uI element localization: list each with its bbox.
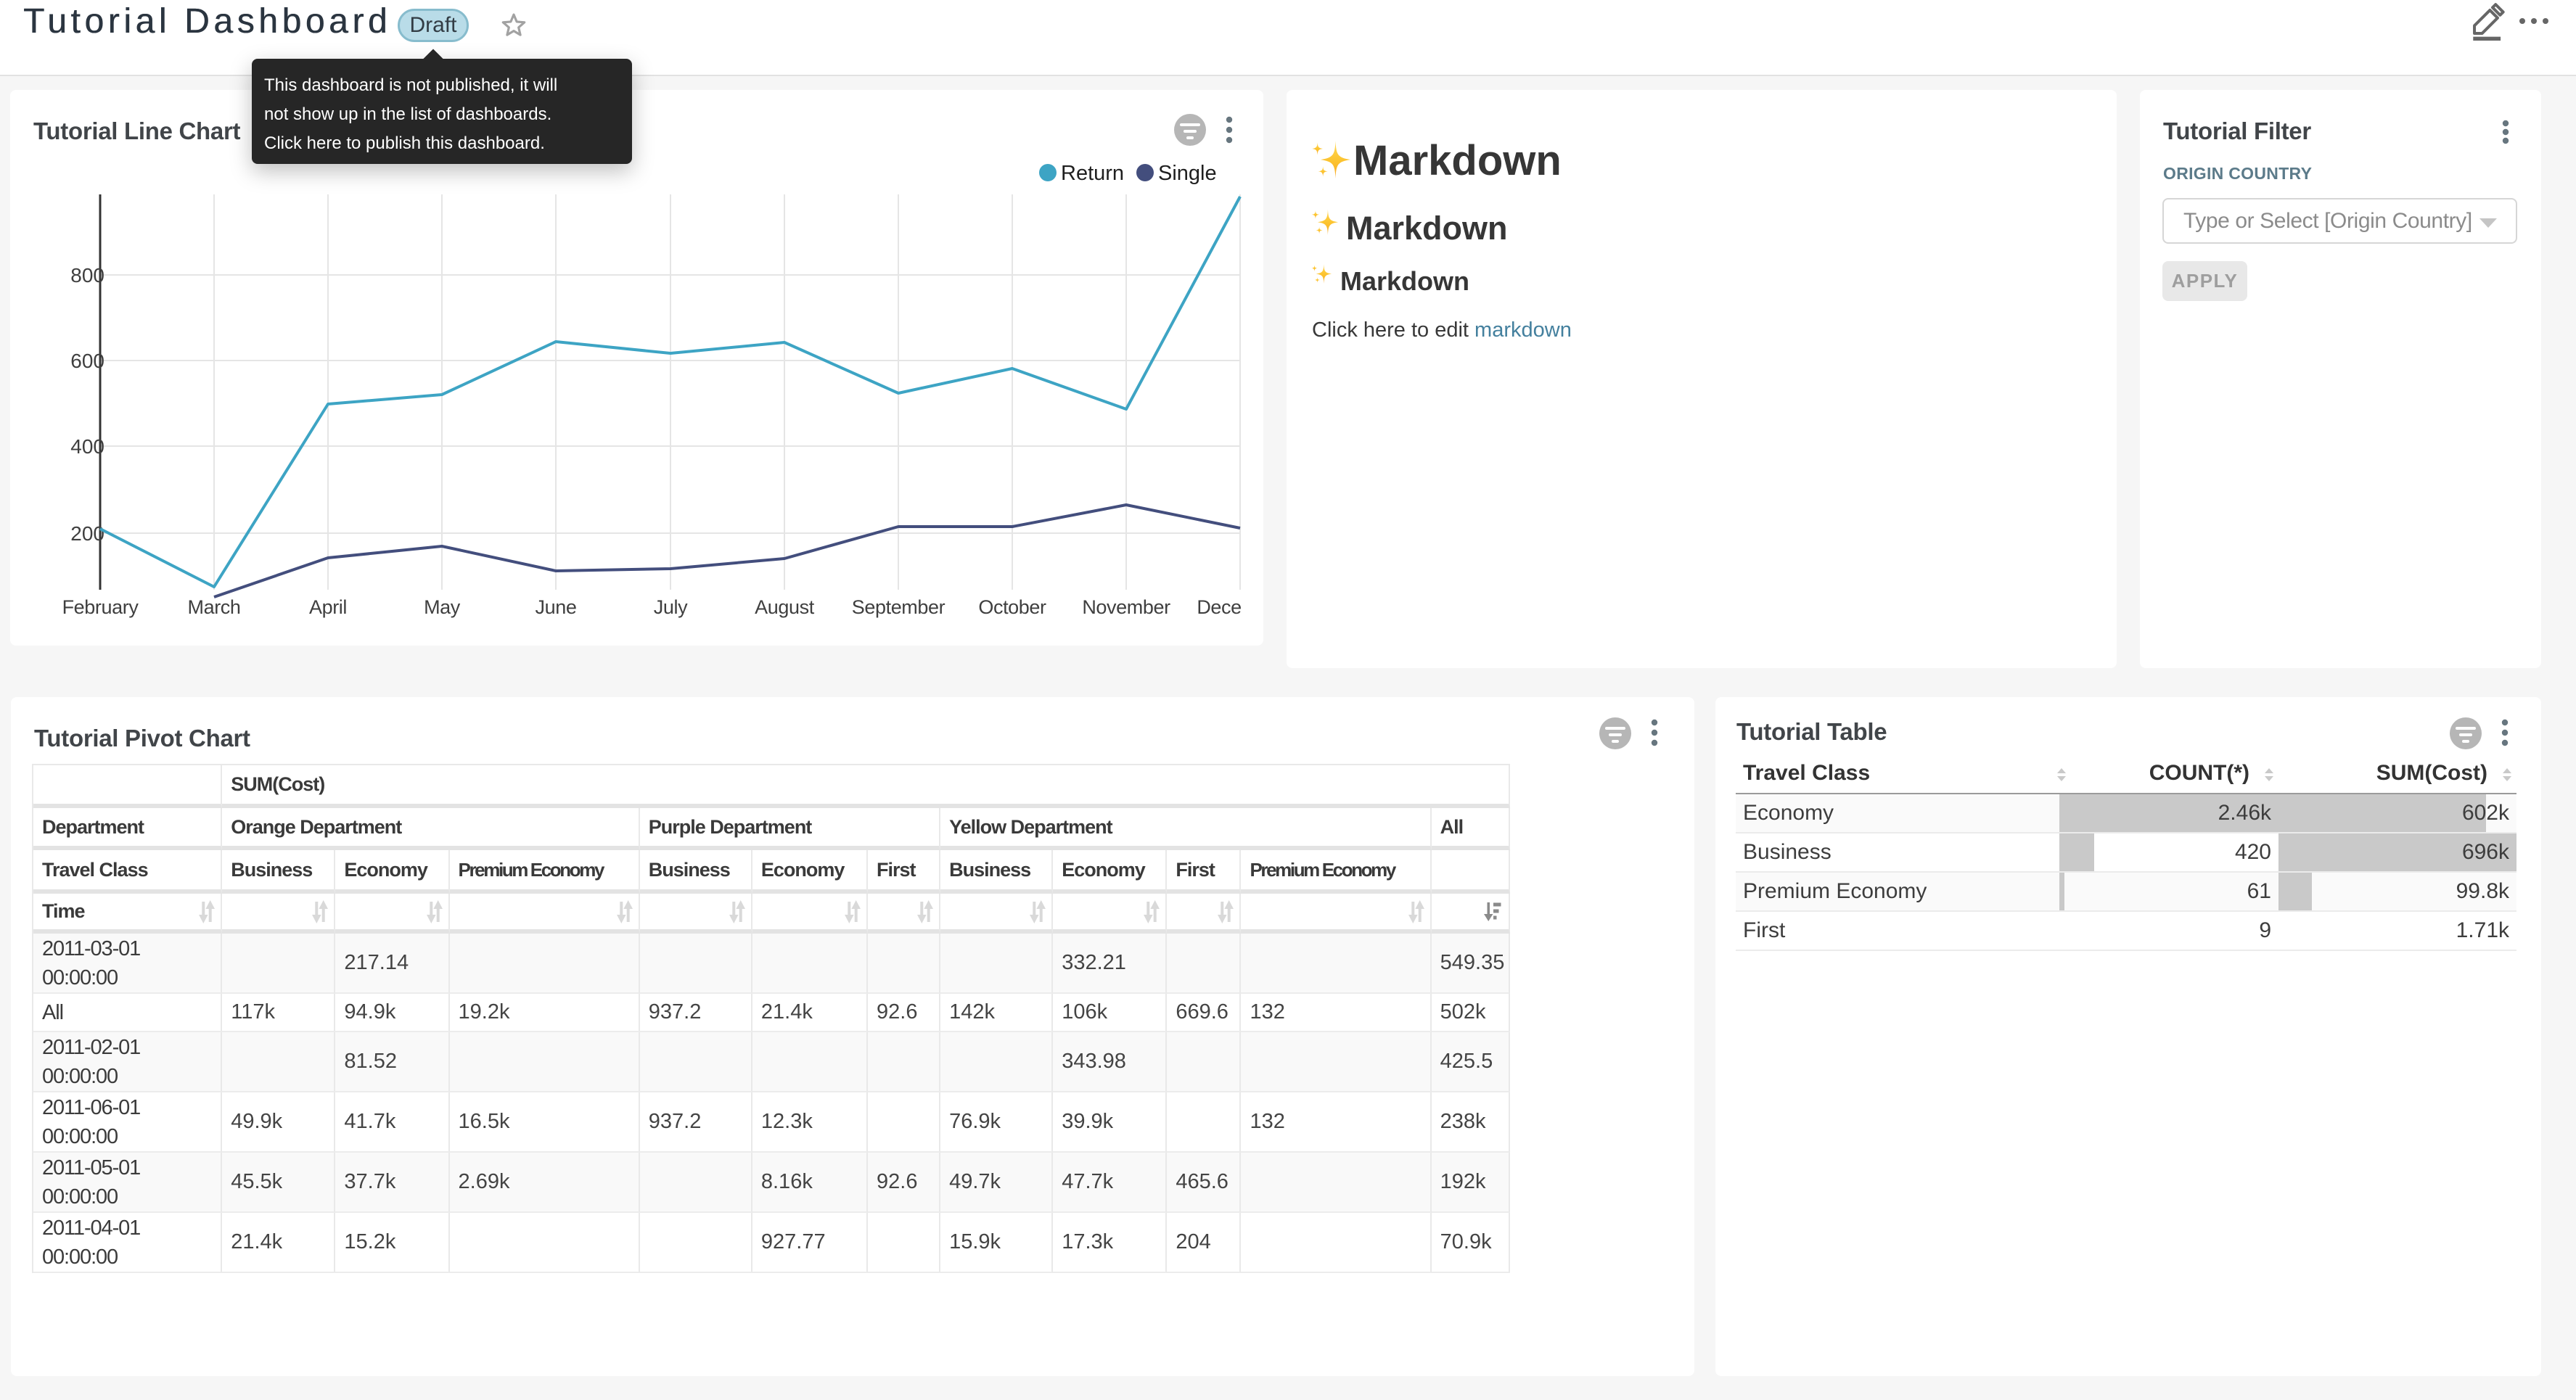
svg-text:600: 600 [70, 350, 104, 372]
svg-text:September: September [852, 596, 946, 618]
svg-text:200: 200 [70, 522, 104, 545]
svg-text:Single: Single [1158, 162, 1217, 185]
svg-text:May: May [424, 596, 461, 618]
svg-text:August: August [755, 596, 815, 618]
svg-text:February: February [62, 596, 139, 618]
svg-text:November: November [1082, 596, 1170, 618]
svg-text:December: December [1197, 596, 1242, 618]
svg-text:July: July [654, 596, 688, 618]
svg-text:Return: Return [1061, 162, 1124, 185]
svg-text:April: April [309, 596, 347, 618]
svg-text:June: June [536, 596, 577, 618]
svg-text:800: 800 [70, 264, 104, 287]
svg-text:October: October [978, 596, 1046, 618]
svg-text:March: March [187, 596, 240, 618]
svg-text:400: 400 [70, 435, 104, 458]
